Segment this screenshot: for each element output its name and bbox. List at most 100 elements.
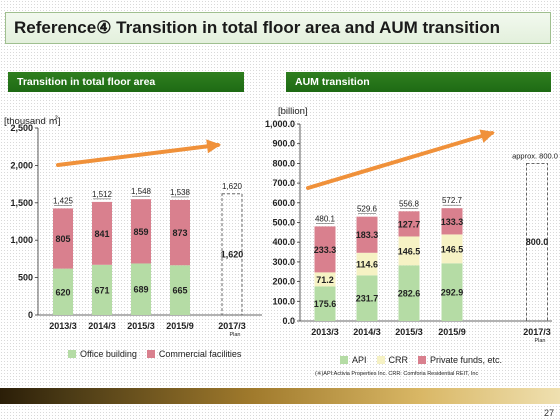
floor-area-segment-label: 873 <box>172 228 187 238</box>
floor-area-bar-segment <box>170 265 190 315</box>
aum-bar-segment <box>314 226 336 273</box>
aum-x-tick-label: 2017/3 <box>523 327 551 337</box>
legend-label-office: Office building <box>80 349 137 359</box>
aum-y-tick-label: 300.0 <box>272 257 295 267</box>
floor-area-y-tick-label: 2,500 <box>10 123 33 133</box>
aum-total-label: 556.8 <box>399 199 420 208</box>
legend-swatch-office <box>68 350 76 358</box>
aum-section-header: AUM transition <box>286 72 551 92</box>
aum-y-tick-label: 500.0 <box>272 218 295 228</box>
bottom-decorative-band <box>0 388 560 404</box>
floor-area-x-tick-label: 2013/3 <box>49 321 77 331</box>
aum-y-tick-label: 1,000.0 <box>265 119 295 129</box>
aum-segment-label: 292.9 <box>441 288 464 298</box>
floor-area-segment-label: 689 <box>133 285 148 295</box>
aum-bar-segment <box>356 275 378 321</box>
aum-legend: API CRR Private funds, etc. <box>340 355 502 365</box>
aum-y-tick-label: 900.0 <box>272 139 295 149</box>
aum-segment-label: 71.2 <box>316 275 334 285</box>
aum-bar-segment <box>356 216 378 253</box>
aum-bar-segment <box>441 208 463 235</box>
aum-bar-segment <box>398 236 420 266</box>
floor-area-segment-label: 620 <box>55 287 70 297</box>
floor-area-x-sublabel: Plan <box>229 332 240 338</box>
floor-area-chart: 0 500 1,000 1,500 2,000 2,500 620 805 1,425 2013/… <box>10 123 262 338</box>
floor-area-segment-label: 841 <box>94 229 109 239</box>
floor-area-x-tick-label: 2017/3 <box>218 321 246 331</box>
aum-total-label: 529.6 <box>357 205 378 214</box>
footnote: (※)API:Activia Properties Inc. CRR: Comf… <box>315 371 479 377</box>
page-title: Reference④ Transition in total floor are… <box>14 18 500 37</box>
floor-area-bar-segment <box>170 199 190 266</box>
aum-segment-label: 233.3 <box>314 245 337 255</box>
floor-area-section-title: Transition in total floor area <box>17 76 156 88</box>
legend-swatch-crr <box>376 356 385 364</box>
floor-area-section-header: Transition in total floor area <box>8 72 244 92</box>
aum-plan-bar <box>526 162 548 322</box>
floor-area-total-label: 1,538 <box>170 188 191 197</box>
aum-bar-segment <box>441 263 463 321</box>
aum-x-tick-label: 2015/3 <box>395 327 423 337</box>
floor-area-y-tick-label: 0 <box>28 310 33 320</box>
aum-y-tick-label: 200.0 <box>272 277 295 287</box>
aum-bar-segment <box>314 272 336 287</box>
aum-x-sublabel: Plan <box>534 338 545 344</box>
aum-y-tick-label: 100.0 <box>272 296 295 306</box>
floor-area-x-tick-label: 2014/3 <box>88 321 116 331</box>
aum-segment-label: 146.5 <box>441 244 464 254</box>
floor-area-unit-label: [thousand ㎡] <box>4 116 61 127</box>
floor-area-bar-segment <box>131 199 151 264</box>
aum-segment-label: 231.7 <box>356 294 379 304</box>
aum-trend-arrowhead <box>479 129 495 143</box>
floor-area-bar-segment <box>53 208 73 269</box>
aum-y-tick-label: 700.0 <box>272 178 295 188</box>
floor-area-trend-arrow <box>56 143 220 167</box>
legend-label-crr: CRR <box>388 355 409 365</box>
aum-segment-label: 175.6 <box>314 299 337 309</box>
legend-swatch-commercial <box>146 350 155 358</box>
legend-swatch-api <box>340 356 348 364</box>
floor-area-bar-segment <box>92 264 112 315</box>
floor-area-y-tick-label: 1,000 <box>10 235 33 245</box>
aum-segment-label: 127.7 <box>398 219 421 229</box>
aum-bar-segment <box>398 265 420 321</box>
floor-area-bar-segment <box>131 263 151 315</box>
floor-area-total-label: 1,548 <box>131 187 152 196</box>
page-number: 27 <box>543 408 554 418</box>
floor-area-x-tick-label: 2015/3 <box>127 321 155 331</box>
floor-area-y-tick-label: 500 <box>18 273 33 283</box>
floor-area-segment-label: 859 <box>133 227 148 237</box>
aum-total-label: 480.1 <box>315 214 336 223</box>
aum-bar-segment <box>441 234 463 264</box>
floor-area-y-tick-label: 2,000 <box>10 160 33 170</box>
aum-section-title: AUM transition <box>295 76 370 88</box>
floor-area-segment-label: 665 <box>172 286 187 296</box>
aum-x-tick-label: 2015/9 <box>438 327 466 337</box>
aum-total-label: 572.7 <box>442 196 463 205</box>
aum-segment-label: 282.6 <box>398 289 421 299</box>
floor-area-total-label: 1,620 <box>222 182 243 191</box>
aum-bar-segment <box>398 211 420 237</box>
floor-area-plan-value-label: 1,620 <box>221 249 244 259</box>
aum-segment-label: 183.3 <box>356 230 379 240</box>
aum-chart: 0.0 100.0 200.0 300.0 400.0 500.0 600.0 700.0 80… <box>265 119 558 344</box>
floor-area-plan-bar <box>221 193 243 316</box>
aum-y-tick-label: 400.0 <box>272 237 295 247</box>
aum-unit-label: [billion] <box>278 106 308 117</box>
floor-area-bar-segment <box>53 268 73 315</box>
aum-x-tick-label: 2013/3 <box>311 327 339 337</box>
aum-segment-label: 146.5 <box>398 246 421 256</box>
aum-segment-label: 114.6 <box>356 260 378 270</box>
legend-label-api: API <box>352 355 367 365</box>
floor-area-trend-arrowhead <box>206 139 221 154</box>
legend-swatch-private <box>418 356 427 364</box>
floor-area-y-tick-label: 1,500 <box>10 198 33 208</box>
floor-area-segment-label: 805 <box>55 234 70 244</box>
aum-plan-annotation: approx. 800.0 <box>512 151 558 160</box>
floor-area-total-label: 1,425 <box>53 196 74 205</box>
legend-label-commercial: Commercial facilities <box>158 349 242 359</box>
aum-trend-arrow <box>306 131 494 190</box>
aum-y-tick-label: 0.0 <box>282 316 295 326</box>
aum-x-tick-label: 2014/3 <box>353 327 381 337</box>
floor-area-bar-segment <box>92 201 112 265</box>
